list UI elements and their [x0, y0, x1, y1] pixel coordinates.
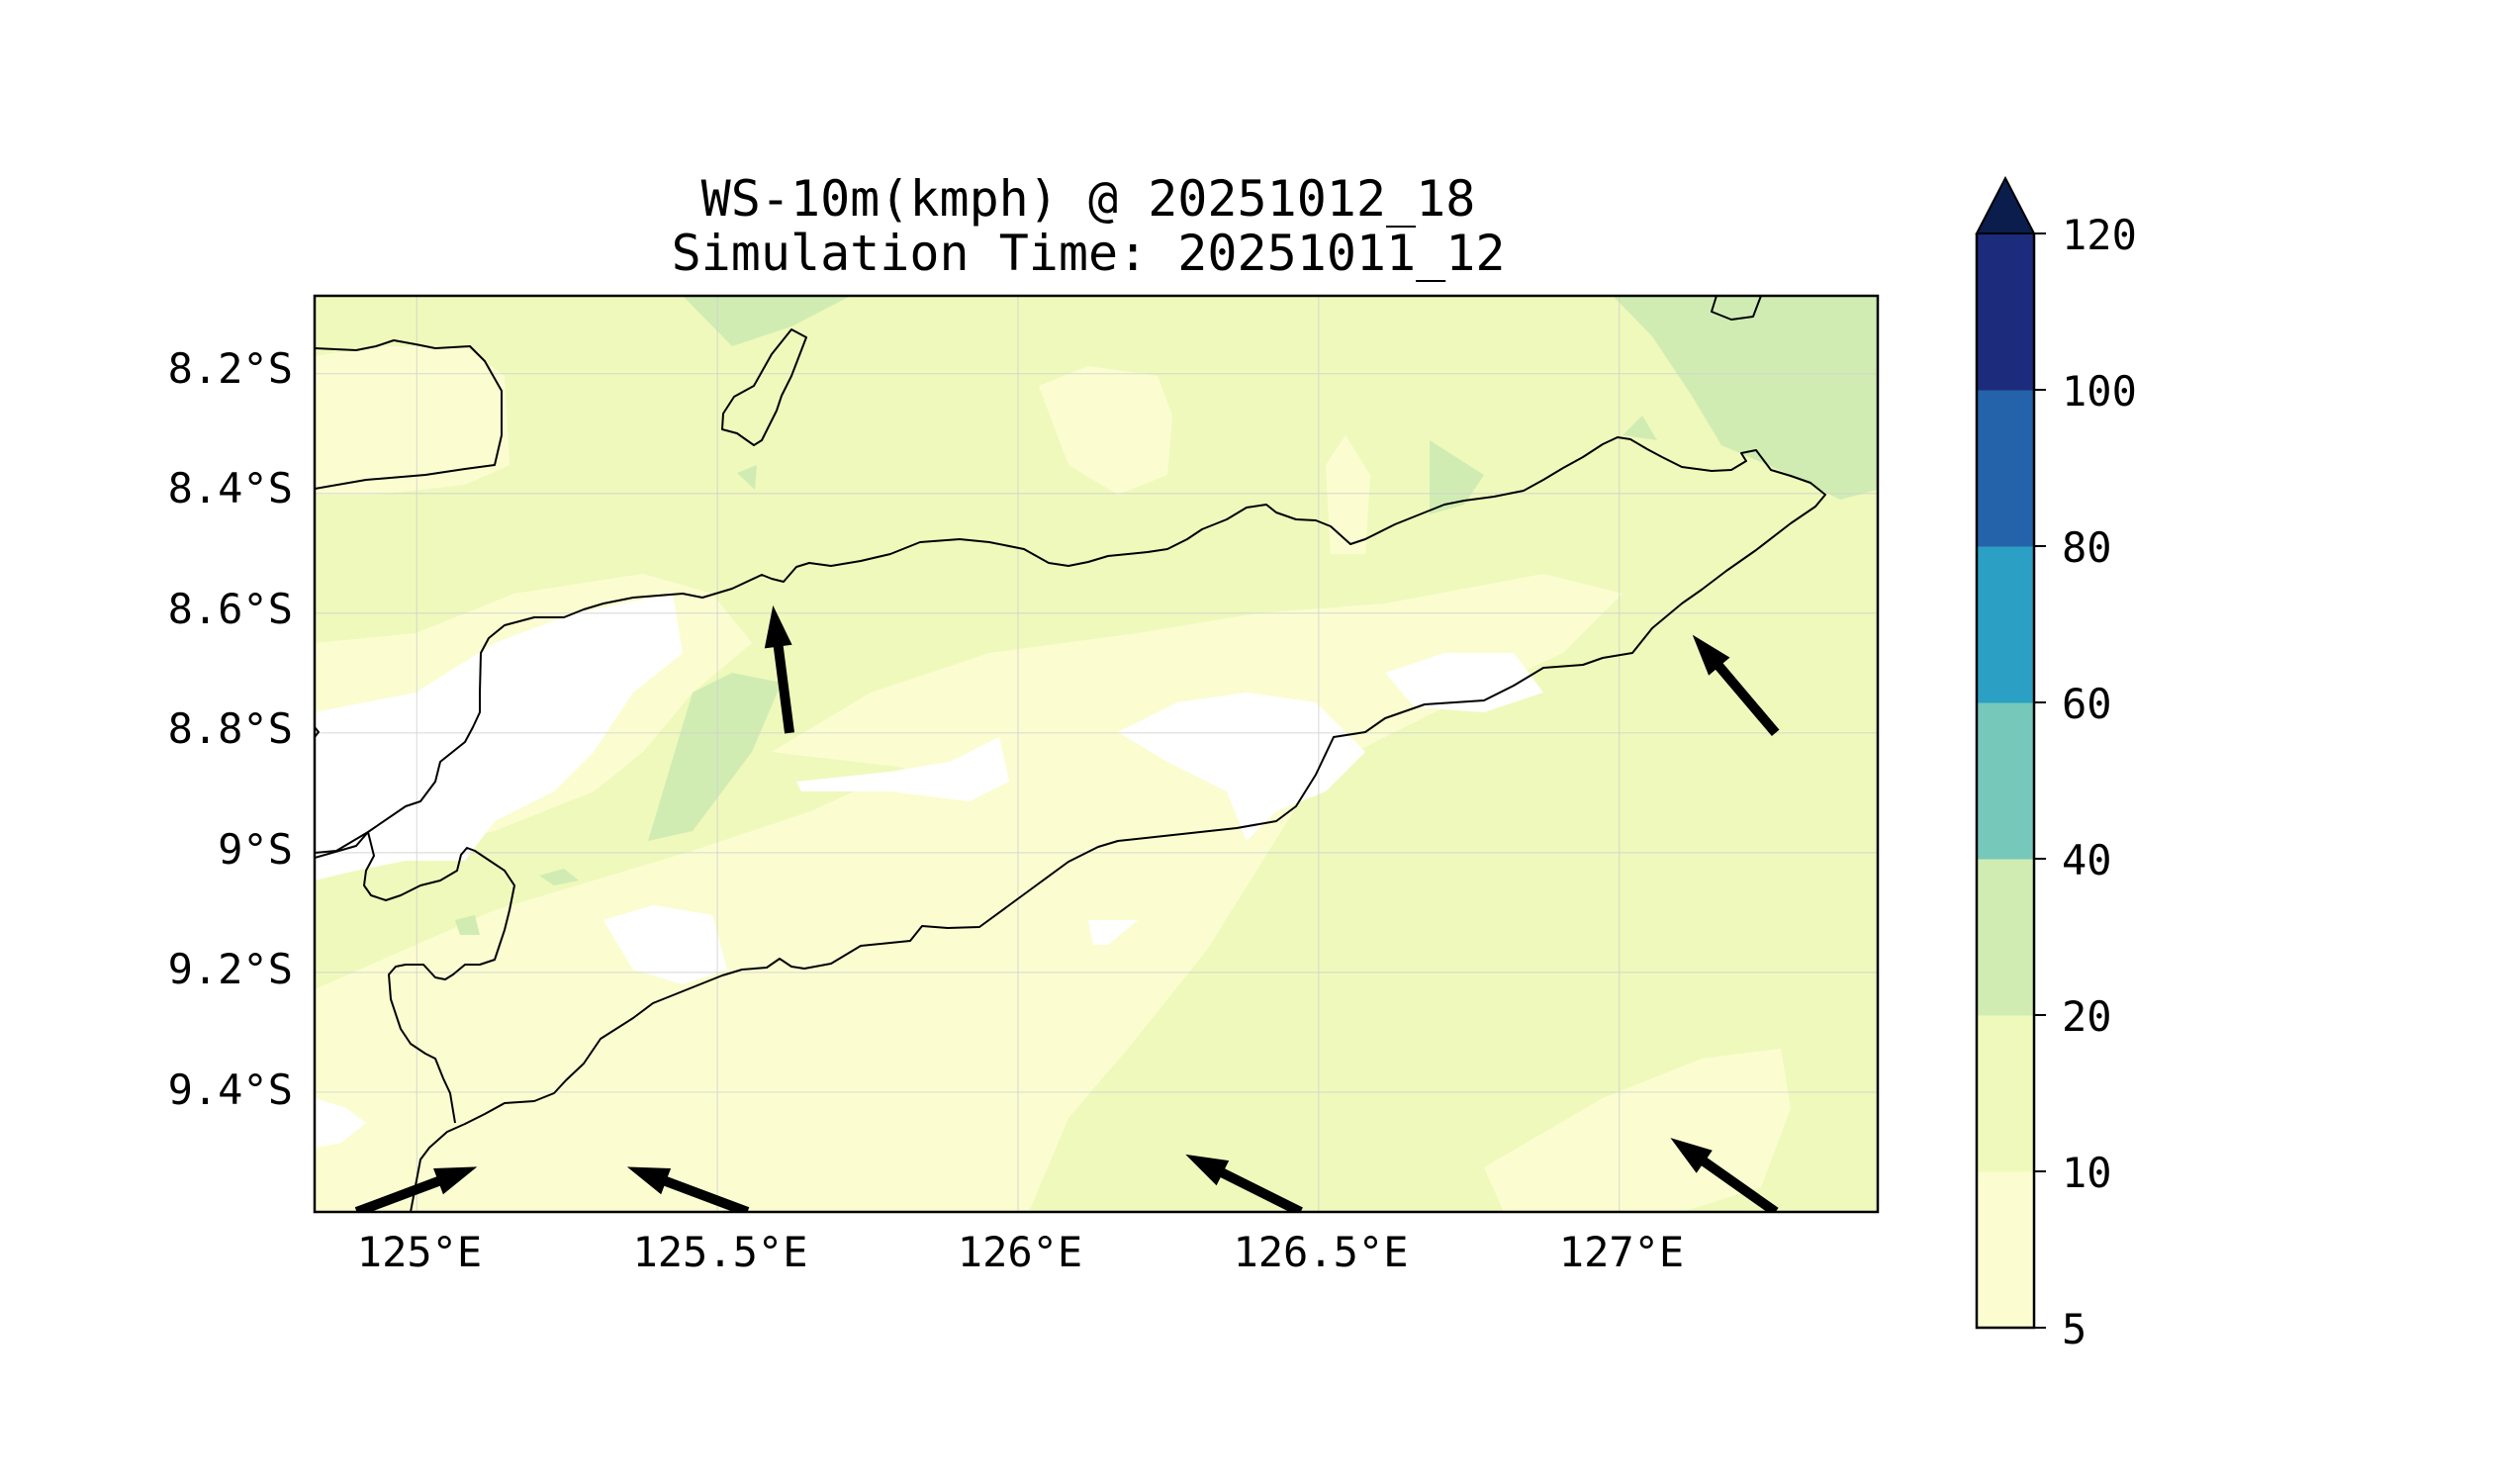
field-region-below-5-west-edge: [315, 1098, 366, 1148]
field-region-below-5-central-3: [796, 737, 1009, 801]
colorbar-extend-triangle: [1975, 175, 2036, 234]
y-tick-label-8-6: 8.6°S: [168, 585, 293, 633]
wind-arrow-1: [1692, 634, 1780, 736]
y-axis-ticks: 8.2°S 8.4°S 8.6°S 8.8°S 9°S 9.2°S 9.4°S: [168, 344, 293, 1114]
colorbar-ticks: [2034, 232, 2046, 1329]
field-region-5-10-northwest-strip: [315, 346, 510, 495]
wind-arrow-0: [764, 604, 794, 734]
x-tick-label-126-5: 126.5°E: [1233, 1228, 1408, 1276]
coastline-timor-north-main: [315, 436, 1826, 1212]
field-region-20-40-central-west: [648, 673, 782, 841]
y-tick-label-9-2: 9.2°S: [168, 945, 293, 993]
field-region-below-5-central-1: [1118, 693, 1365, 841]
colorbar-segment-20-40: [1977, 859, 2034, 1016]
wind-arrow-2: [1185, 1154, 1303, 1212]
field-region-20-40-north: [683, 296, 851, 346]
colorbar-label-80: 80: [2062, 523, 2112, 572]
map-title-line1: WS-10m(kmph) @ 20251012_18: [701, 170, 1476, 228]
y-tick-label-9: 9°S: [218, 825, 293, 874]
y-tick-label-8-8: 8.8°S: [168, 704, 293, 753]
colorbar-label-120: 120: [2062, 211, 2137, 259]
colorbar: 5 10 20 40 60 80 100 120: [1975, 175, 2137, 1353]
colorbar-outline: [1975, 233, 2036, 1330]
colorbar-label-40: 40: [2062, 836, 2112, 884]
field-region-20-40-north-patch: [1430, 440, 1484, 514]
coastline-west-edge-point: [315, 726, 320, 738]
map-plot-area: 125°E 125.5°E 126°E 126.5°E 127°E 8.2°S …: [168, 294, 1880, 1276]
field-region-20-40-northeast: [1613, 296, 1878, 500]
field-region-below-5-west: [315, 594, 683, 881]
colorbar-segments: [1977, 233, 2034, 1329]
x-tick-label-125-5: 125.5°E: [632, 1228, 807, 1276]
colorbar-label-60: 60: [2062, 680, 2112, 728]
map-gridlines: [315, 296, 1878, 1212]
field-region-5-10-north-patch: [1039, 366, 1172, 495]
wind-arrow-4: [354, 1166, 478, 1212]
x-tick-label-125: 125°E: [357, 1228, 482, 1276]
field-regions-below-5: [315, 594, 1543, 1148]
y-tick-label-9-4: 9.4°S: [168, 1066, 293, 1114]
x-axis-ticks: 125°E 125.5°E 126°E 126.5°E 127°E: [357, 1228, 1684, 1276]
coastline-timor-north-coast: [315, 339, 503, 490]
map-frame: [313, 294, 1880, 1214]
field-regions-20-40: [455, 296, 1878, 935]
colorbar-label-100: 100: [2062, 367, 2137, 416]
colorbar-segment-5-10: [1977, 1171, 2034, 1329]
colorbar-segment-80-100: [1977, 390, 2034, 547]
field-region-20-40-small-1: [737, 465, 757, 490]
field-region-20-40-small-2: [1623, 416, 1657, 440]
coastline-atauro-island: [721, 328, 807, 446]
field-region-below-5-central-2: [1385, 653, 1543, 712]
colorbar-segment-60-80: [1977, 546, 2034, 703]
wind-arrows: [354, 604, 1780, 1212]
colorbar-segment-100-120: [1977, 233, 2034, 391]
colorbar-label-5: 5: [2062, 1305, 2087, 1353]
coastline-northeast-island: [1711, 296, 1762, 321]
field-region-below-5-south-2: [1088, 920, 1138, 945]
colorbar-segment-10-20: [1977, 1015, 2034, 1172]
field-region-5-10-central-band: [772, 574, 1623, 772]
field-region-5-10-northeast-strip: [1326, 435, 1370, 554]
x-tick-label-126: 126°E: [958, 1228, 1082, 1276]
colorbar-label-20: 20: [2062, 992, 2112, 1041]
y-tick-label-8-4: 8.4°S: [168, 464, 293, 512]
wind-arrow-3: [1670, 1138, 1779, 1212]
x-tick-label-127: 127°E: [1559, 1228, 1684, 1276]
field-region-20-40-small-3: [539, 869, 579, 885]
colorbar-segment-40-60: [1977, 702, 2034, 860]
map-title-line2: Simulation Time: 20251011_12: [672, 225, 1506, 282]
y-tick-label-8-2: 8.2°S: [168, 344, 293, 393]
coastlines: [315, 296, 1826, 1212]
field-region-below-5-south-1: [603, 905, 727, 984]
coastline-timor-southwest: [315, 831, 515, 1124]
wind-arrow-5: [626, 1166, 750, 1212]
colorbar-label-10: 10: [2062, 1149, 2112, 1197]
field-region-20-40-small-4: [455, 915, 480, 935]
